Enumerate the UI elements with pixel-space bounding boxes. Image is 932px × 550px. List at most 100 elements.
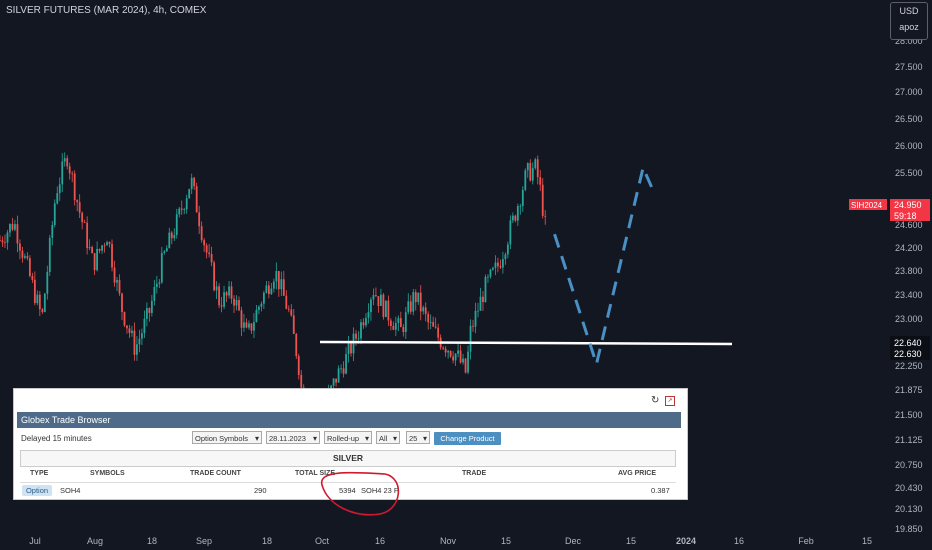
projection-path [553,163,654,370]
time-tick: 2024 [676,536,696,546]
date-select[interactable]: 28.11.2023 [266,431,320,445]
candle-body [83,222,86,223]
filter-select[interactable]: All [376,431,400,445]
candle-body [464,358,467,373]
candle-body [407,301,410,313]
candle-body [384,300,387,317]
symbol-cell[interactable]: SOH4 [60,486,81,495]
price-tick: 22.250 [895,361,923,371]
candle-body [61,161,64,185]
candle-body [524,170,527,190]
candle-body [370,299,372,313]
candle-body [200,226,203,241]
candle-body [28,258,31,277]
candle-body [536,159,539,178]
candle-body [402,327,405,332]
change-product-button[interactable]: Change Product [434,432,501,445]
total-size-cell: 5394 [339,486,356,495]
candle-body [412,292,415,312]
candle-body [133,330,136,355]
candle-body [170,232,173,239]
price-axis: 28.000 27.500 27.000 26.500 26.000 25.500 24.6… [895,36,923,534]
last-price: 24.950 [894,200,922,210]
candle-body [178,208,181,215]
candle-body [414,292,417,303]
currency-selector[interactable]: USD apoz [890,2,928,40]
candle-body [267,285,270,295]
candle-body [442,347,445,349]
type-badge[interactable]: Option [22,485,52,496]
refresh-icon[interactable]: ↻ [651,395,660,406]
price-tick: 27.500 [895,62,923,72]
candle-body [188,189,191,199]
price-tick: 23.800 [895,266,923,276]
candle-body [531,168,534,181]
candle-body [78,202,81,213]
candle-body [367,312,370,318]
candle-body [180,208,183,210]
price-tick: 23.400 [895,290,923,300]
candle-body [459,350,462,363]
candle-body [253,322,255,331]
candle-body [387,300,390,321]
candle-body [131,330,133,333]
price-tick: 20.130 [895,504,923,514]
candle-body [46,271,49,294]
price-tick: 28.000 [895,36,923,46]
candle-body [377,296,380,306]
price-tick: 21.875 [895,385,923,395]
price-tick: 23.000 [895,314,923,324]
candle-body [238,300,240,311]
candle-body [19,243,21,251]
candle-body [198,212,201,227]
expand-icon[interactable]: ↗ [665,396,675,406]
level-low: 22.630 [894,349,922,359]
rows-select[interactable]: 25 [406,431,430,445]
price-tick: 20.750 [895,460,923,470]
candle-body [454,353,457,361]
candle-body [91,247,94,254]
candle-body [258,306,260,310]
candle-body [1,240,4,243]
rollup-select[interactable]: Rolled-up [324,431,372,445]
time-tick: 16 [375,536,385,546]
candle-body [153,287,156,301]
candles [0,152,547,462]
candle-body [148,308,151,313]
candle-body [497,262,499,267]
symbol-type-select[interactable]: Option Symbols [192,431,262,445]
candle-body [51,225,54,238]
candle-body [467,351,469,373]
candle-body [432,322,435,327]
column-header: TOTAL SIZE [295,470,336,477]
candle-body [501,259,504,268]
time-tick: Nov [440,536,457,546]
candle-body [103,245,106,247]
candle-body [382,294,385,317]
candle-body [250,323,253,331]
candle-body [452,356,455,361]
candle-body [380,294,382,306]
candle-body [399,318,402,328]
candle-body [31,276,34,280]
candle-body [511,215,514,221]
candle-body [479,296,482,311]
candle-body [106,242,108,246]
time-tick: 18 [147,536,157,546]
candle-body [262,292,265,304]
candle-body [332,378,335,386]
candle-body [526,163,529,171]
candle-body [504,254,507,260]
candle-body [43,293,46,312]
candle-body [163,251,166,253]
column-header: AVG PRICE [618,470,656,477]
candle-body [118,280,121,294]
candle-body [173,235,176,239]
candle-body [447,350,450,353]
candle-body [270,288,273,295]
candle-body [123,312,126,326]
candle-body [155,283,158,288]
level-tag: 22.640 22.630 [890,336,930,360]
time-tick: 15 [862,536,872,546]
